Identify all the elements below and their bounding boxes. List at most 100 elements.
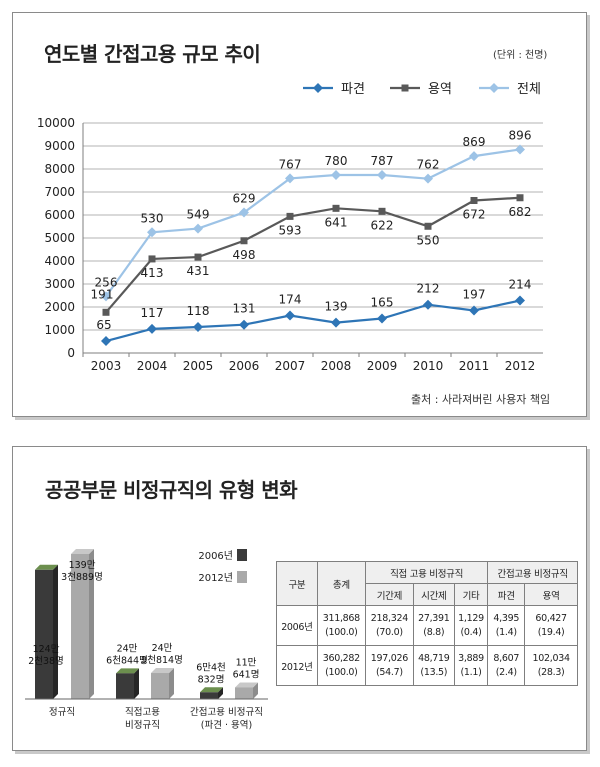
x-tick-label: 2005 bbox=[183, 359, 214, 373]
data-label: 641 bbox=[325, 215, 348, 229]
cell-other: 3,889 (1.1) bbox=[453, 645, 489, 686]
x-tick-label: 2010 bbox=[413, 359, 444, 373]
data-point bbox=[239, 207, 249, 218]
data-point bbox=[331, 317, 341, 328]
bar-top bbox=[71, 549, 94, 554]
cell-dispatch: 4,395 (1.4) bbox=[487, 605, 526, 646]
data-label: 530 bbox=[141, 211, 164, 225]
bar-value-label: 2천38명 bbox=[28, 656, 64, 667]
x-tick-label: 2012 bbox=[505, 359, 536, 373]
data-label: 174 bbox=[279, 293, 302, 307]
legend-label-2: 용역 bbox=[428, 82, 452, 97]
bar-side bbox=[169, 668, 174, 699]
data-point bbox=[194, 253, 202, 261]
header-indirect: 간접고용 비정규직 bbox=[487, 561, 578, 584]
legend-swatch-2 bbox=[237, 571, 247, 583]
bar bbox=[71, 549, 94, 699]
data-label: 762 bbox=[417, 158, 440, 172]
table-row: 2006년 311,868 (100.0) 218,324 (70.0) 27,39… bbox=[276, 605, 578, 646]
y-tick-label: 1000 bbox=[44, 323, 75, 337]
category-label: 간접고용 비정규직 bbox=[190, 706, 263, 718]
data-point bbox=[286, 212, 294, 220]
series-line-3 bbox=[105, 148, 521, 298]
data-point bbox=[239, 319, 249, 330]
bar-top bbox=[151, 668, 174, 674]
data-label: 65 bbox=[96, 318, 111, 332]
header-direct: 직접 고용 비정규직 bbox=[364, 561, 489, 584]
data-label: 191 bbox=[91, 287, 114, 301]
y-tick-label: 10000 bbox=[37, 116, 75, 130]
cell-part-time: 27,391 (8.8) bbox=[412, 605, 455, 646]
category-label: 비정규직 bbox=[125, 720, 160, 731]
bar-top bbox=[35, 564, 58, 570]
data-label: 431 bbox=[187, 264, 210, 278]
data-point bbox=[469, 305, 479, 316]
line-chart: 0 1000 2000 3000 4000 5000 6000 7000 8000 9000 100… bbox=[37, 82, 543, 373]
data-point bbox=[285, 173, 295, 184]
y-tick-label: 3000 bbox=[44, 277, 75, 291]
legend-label-1: 2006년 bbox=[198, 550, 233, 562]
y-tick-label: 9000 bbox=[44, 139, 75, 153]
data-label: 549 bbox=[187, 208, 210, 222]
bar-value-label: 139만 bbox=[69, 560, 96, 571]
data-label: 214 bbox=[509, 278, 532, 292]
data-label: 593 bbox=[279, 223, 302, 237]
data-point bbox=[423, 299, 433, 310]
header-fixed-term: 기간제 bbox=[364, 583, 414, 606]
series-line-2 bbox=[105, 196, 521, 314]
bar bbox=[151, 668, 174, 699]
cell-service: 60,427 (19.4) bbox=[524, 605, 578, 646]
data-label: 197 bbox=[463, 287, 486, 301]
cell-dispatch: 8,607 (2.4) bbox=[487, 645, 526, 686]
bar-side bbox=[53, 564, 58, 699]
data-label: 672 bbox=[463, 208, 486, 222]
cell-service: 102,034 (28.3) bbox=[524, 645, 578, 686]
table-row: 2012년 360,282 (100.0) 197,026 (54.7) 48,71… bbox=[276, 645, 578, 686]
category-label: 직접고용 bbox=[125, 706, 160, 718]
line-chart-title: 연도별 간접고용 규모 추이 bbox=[44, 42, 261, 66]
data-point bbox=[101, 336, 111, 347]
legend-marker-1 bbox=[313, 83, 323, 93]
bar-top bbox=[116, 668, 139, 674]
data-label: 550 bbox=[417, 233, 440, 247]
bar bbox=[200, 687, 223, 699]
x-tick-label: 2003 bbox=[91, 359, 122, 373]
header-other: 기타 bbox=[453, 583, 489, 606]
data-point bbox=[148, 255, 156, 263]
data-point bbox=[193, 322, 203, 333]
y-tick-label: 5000 bbox=[44, 231, 75, 245]
bar-front bbox=[116, 673, 134, 699]
header-dispatch: 파견 bbox=[487, 583, 526, 606]
line-chart-panel: 연도별 간접고용 규모 추이 (단위 : 천명) 출처 : 사라져버린 사용자 … bbox=[12, 12, 587, 417]
bar-front bbox=[35, 569, 53, 699]
unit-label: (단위 : 천명) bbox=[493, 50, 548, 61]
data-point bbox=[240, 237, 248, 245]
row-year: 2012년 bbox=[276, 645, 318, 686]
bar bbox=[116, 668, 139, 699]
data-point bbox=[102, 308, 110, 316]
bar-value-label: 6만4천 bbox=[196, 662, 226, 673]
bar-front bbox=[200, 692, 218, 699]
bar-top bbox=[200, 687, 223, 693]
row-year: 2006년 bbox=[276, 605, 318, 646]
data-point bbox=[469, 151, 479, 162]
data-label: 780 bbox=[325, 154, 348, 168]
x-tick-label: 2009 bbox=[367, 359, 398, 373]
data-point bbox=[515, 144, 525, 155]
cell-total: 360,282 (100.0) bbox=[316, 645, 366, 686]
bar-chart: 2006년2012년124만2천38명139만3천889명정규직24만6천844… bbox=[25, 549, 268, 731]
x-tick-label: 2004 bbox=[137, 359, 168, 373]
bar-value-label: 24만 bbox=[152, 643, 173, 654]
y-tick-label: 0 bbox=[67, 346, 75, 360]
data-point bbox=[193, 223, 203, 234]
data-label: 413 bbox=[141, 266, 164, 280]
bar-value-label: 6천844명 bbox=[106, 655, 148, 666]
x-tick-label: 2011 bbox=[459, 359, 490, 373]
data-label: 212 bbox=[417, 282, 440, 296]
bar-table-panel: 공공부문 비정규직의 유형 변화 2006년 2012년 124만 2천38명 139만… bbox=[12, 446, 587, 751]
data-point bbox=[147, 227, 157, 238]
data-point bbox=[331, 169, 341, 180]
bar-chart-title: 공공부문 비정규직의 유형 변화 bbox=[45, 478, 298, 502]
legend-marker-2 bbox=[401, 84, 409, 92]
data-label: 498 bbox=[233, 248, 256, 262]
